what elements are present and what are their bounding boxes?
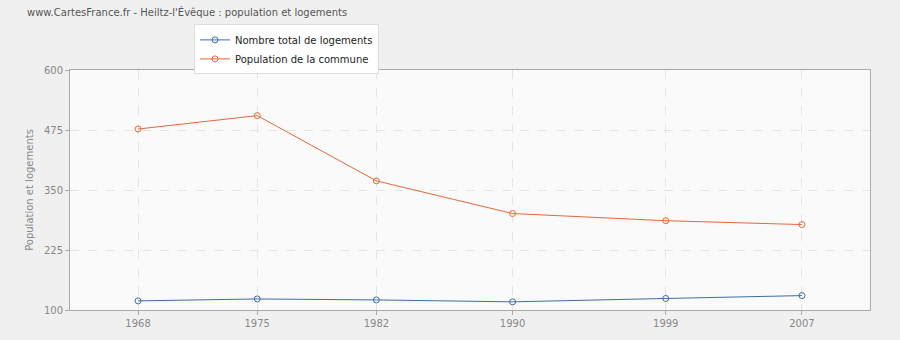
svg-text:1982: 1982 — [364, 318, 389, 329]
svg-text:2007: 2007 — [789, 318, 814, 329]
svg-text:1968: 1968 — [125, 318, 150, 329]
svg-text:475: 475 — [44, 125, 63, 136]
svg-text:Nombre total de logements: Nombre total de logements — [235, 35, 372, 46]
svg-text:1990: 1990 — [500, 318, 525, 329]
svg-text:Population et logements: Population et logements — [24, 129, 35, 251]
svg-text:100: 100 — [44, 305, 63, 316]
svg-text:350: 350 — [44, 185, 63, 196]
svg-text:1975: 1975 — [245, 318, 270, 329]
svg-text:www.CartesFrance.fr - Heiltz-l: www.CartesFrance.fr - Heiltz-l'Évêque : … — [27, 6, 347, 18]
svg-text:225: 225 — [44, 245, 63, 256]
svg-text:600: 600 — [44, 65, 63, 76]
svg-text:Population de la commune: Population de la commune — [235, 54, 368, 65]
svg-text:1999: 1999 — [653, 318, 678, 329]
